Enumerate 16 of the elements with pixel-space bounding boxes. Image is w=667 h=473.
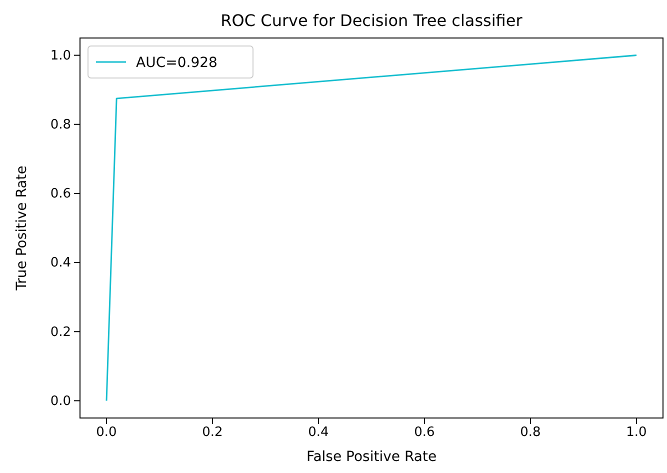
y-tick-label: 1.0 <box>50 48 71 64</box>
x-tick-label: 0.6 <box>414 425 435 440</box>
y-tick-label: 0.6 <box>50 186 71 202</box>
x-tick-label: 1.0 <box>626 425 647 440</box>
legend-label: AUC=0.928 <box>136 55 218 71</box>
x-tick-label: 0.0 <box>96 425 117 440</box>
y-tick-label: 0.4 <box>50 256 71 271</box>
y-axis-title: True Positive Rate <box>14 166 30 292</box>
y-tick-label: 0.8 <box>50 118 71 133</box>
x-tick-label: 0.8 <box>520 425 541 440</box>
x-tick-label: 0.2 <box>202 425 223 440</box>
y-tick-label: 0.0 <box>50 394 71 409</box>
x-tick-label: 0.4 <box>308 425 329 440</box>
chart-title: ROC Curve for Decision Tree classifier <box>220 11 523 30</box>
y-tick-label: 0.2 <box>50 324 71 340</box>
x-axis-title: False Positive Rate <box>306 449 437 465</box>
